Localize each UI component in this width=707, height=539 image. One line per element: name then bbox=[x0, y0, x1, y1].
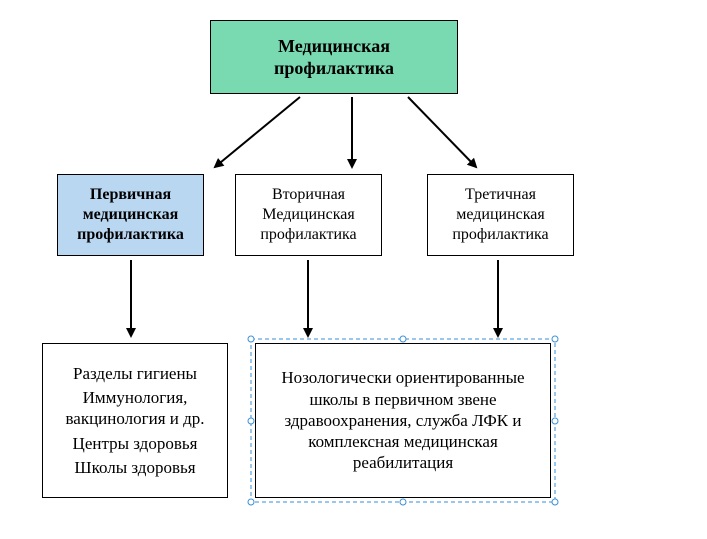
root-box: Медицинская профилактика bbox=[210, 20, 458, 94]
leaf-left-line-3: Школы здоровья bbox=[51, 457, 219, 478]
secondary-label: Вторичная Медицинская профилактика bbox=[244, 185, 373, 245]
primary-label: Первичная медицинская профилактика bbox=[66, 185, 195, 245]
root-label: Медицинская профилактика bbox=[219, 35, 449, 80]
resize-handle[interactable] bbox=[552, 499, 559, 506]
primary-box: Первичная медицинская профилактика bbox=[57, 174, 204, 256]
resize-handle[interactable] bbox=[400, 336, 407, 343]
resize-handle[interactable] bbox=[552, 336, 559, 343]
leaf-left-content: Разделы гигиены Иммунология, вакцинологи… bbox=[51, 360, 219, 481]
leaf-right-label: Нозологически ориентированные школы в пе… bbox=[264, 367, 542, 473]
leaf-left-line-2: Центры здоровья bbox=[51, 433, 219, 454]
resize-handle[interactable] bbox=[552, 417, 559, 424]
leaf-left-line-0: Разделы гигиены bbox=[51, 363, 219, 384]
leaf-left-box: Разделы гигиены Иммунология, вакцинологи… bbox=[42, 343, 228, 498]
resize-handle[interactable] bbox=[400, 499, 407, 506]
leaf-left-line-1: Иммунология, вакцинология и др. bbox=[51, 387, 219, 430]
leaf-right-box[interactable]: Нозологически ориентированные школы в пе… bbox=[255, 343, 551, 498]
secondary-box: Вторичная Медицинская профилактика bbox=[235, 174, 382, 256]
resize-handle[interactable] bbox=[248, 417, 255, 424]
resize-handle[interactable] bbox=[248, 499, 255, 506]
tertiary-box: Третичная медицинская профилактика bbox=[427, 174, 574, 256]
tertiary-label: Третичная медицинская профилактика bbox=[436, 185, 565, 245]
resize-handle[interactable] bbox=[248, 336, 255, 343]
